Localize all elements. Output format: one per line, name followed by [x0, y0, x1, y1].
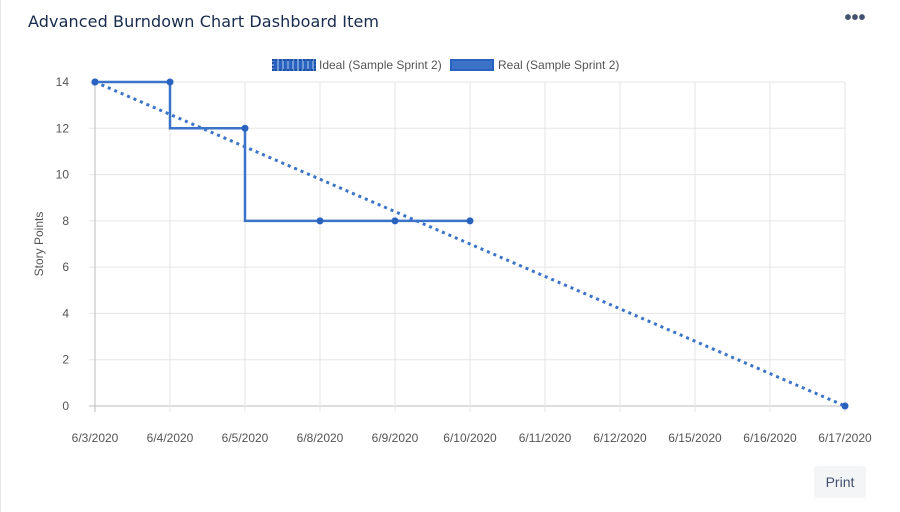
legend-label-real: Real (Sample Sprint 2) [498, 58, 620, 72]
y-tick-label: 4 [62, 306, 69, 320]
y-tick-label: 2 [62, 353, 69, 367]
y-tick-label: 12 [56, 121, 70, 135]
x-tick-label: 6/15/2020 [668, 431, 722, 445]
point-real [241, 124, 249, 132]
x-tick-label: 6/17/2020 [818, 431, 872, 445]
y-tick-label: 14 [56, 75, 70, 89]
x-tick-label: 6/8/2020 [297, 431, 344, 445]
point-real [466, 217, 474, 225]
y-axis-label: Story Points [32, 212, 46, 277]
x-tick-label: 6/5/2020 [222, 431, 269, 445]
legend-label-ideal: Ideal (Sample Sprint 2) [319, 58, 442, 72]
point-real [166, 78, 174, 86]
dashboard-item-title: Advanced Burndown Chart Dashboard Item [28, 12, 380, 31]
series-line-real [95, 80, 470, 223]
point-real [91, 78, 99, 86]
y-tick-label: 10 [56, 168, 70, 182]
x-tick-label: 6/11/2020 [519, 431, 572, 445]
legend-item-ideal[interactable]: Ideal (Sample Sprint 2) [272, 56, 452, 76]
x-tick-label: 6/4/2020 [147, 431, 194, 445]
point-real [316, 217, 324, 225]
x-tick-label: 6/10/2020 [443, 431, 497, 445]
point-real [391, 217, 399, 225]
y-tick-label: 8 [62, 214, 69, 228]
x-tick-label: 6/9/2020 [372, 431, 419, 445]
point-ideal [841, 402, 849, 410]
y-tick-label: 6 [62, 260, 69, 274]
legend-swatch-real [450, 59, 494, 71]
series-line-ideal [94, 80, 846, 408]
more-options-icon[interactable]: ••• [844, 7, 866, 29]
legend-item-real[interactable]: Real (Sample Sprint 2) [450, 56, 630, 76]
y-tick-label: 0 [62, 399, 69, 413]
x-tick-label: 6/16/2020 [743, 431, 797, 445]
chart-legend: Ideal (Sample Sprint 2) Real (Sample Spr… [0, 56, 900, 76]
x-tick-label: 6/12/2020 [593, 431, 647, 445]
x-tick-label: 6/3/2020 [72, 431, 119, 445]
panel-border [0, 0, 1, 512]
print-button[interactable]: Print [814, 466, 866, 498]
legend-swatch-ideal [272, 59, 316, 71]
